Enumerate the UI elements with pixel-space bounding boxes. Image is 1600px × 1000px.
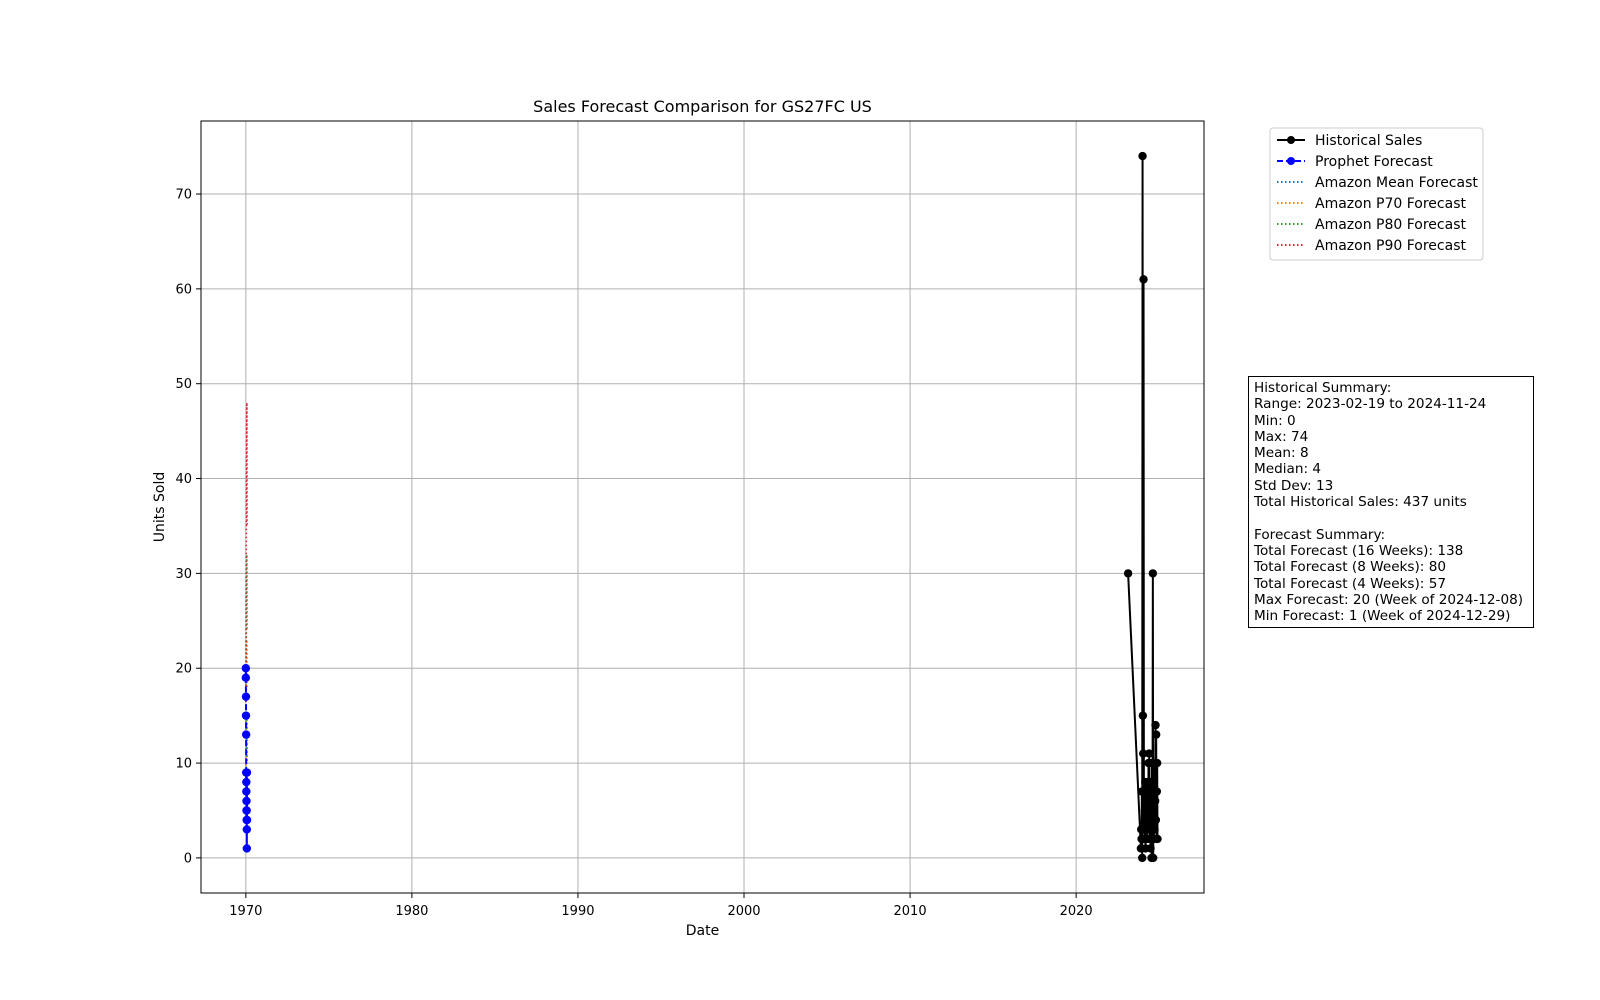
x-axis-title: Date — [686, 923, 719, 939]
data-point — [242, 825, 252, 834]
y-tick-label: 40 — [175, 472, 192, 487]
data-point — [242, 796, 251, 806]
data-point — [1153, 834, 1162, 844]
x-tick-label: 2000 — [727, 904, 760, 919]
legend-marker — [1287, 157, 1295, 165]
data-point — [242, 768, 252, 777]
summary-spacer — [1254, 510, 1528, 526]
summary-line: Forecast Summary: — [1254, 526, 1386, 543]
summary-line: Range: 2023-02-19 to 2024-11-24 — [1254, 396, 1487, 413]
summary-line: Historical Summary: — [1254, 380, 1392, 396]
data-point — [242, 844, 252, 853]
legend-label: Amazon P90 Forecast — [1315, 238, 1466, 254]
y-axis-title: Units Sold — [152, 472, 168, 542]
y-tick-label: 30 — [175, 567, 192, 582]
data-point — [241, 730, 251, 739]
y-tick-label: 0 — [184, 851, 192, 866]
legend-label: Prophet Forecast — [1315, 154, 1433, 170]
series-line — [1127, 156, 1159, 858]
data-point — [1146, 844, 1155, 853]
plot-frame — [200, 120, 1205, 894]
data-point — [242, 787, 251, 796]
legend-label: Amazon Mean Forecast — [1315, 175, 1478, 191]
legend-frame — [1269, 127, 1484, 261]
summary-box: Historical Summary: Range: 2023-02-19 to … — [1248, 376, 1534, 628]
data-point — [241, 692, 251, 701]
y-tick-label: 20 — [175, 662, 192, 677]
summary-line: Min: 0 — [1254, 412, 1296, 429]
data-point — [1152, 758, 1162, 768]
summary-line: Total Historical Sales: 437 units — [1254, 494, 1467, 511]
legend-label: Amazon P70 Forecast — [1315, 196, 1466, 212]
summary-line: Max: 74 — [1254, 428, 1309, 445]
legend-label: Amazon P80 Forecast — [1315, 217, 1466, 233]
x-tick-label: 1980 — [395, 904, 428, 919]
data-point — [1151, 730, 1161, 739]
summary-line: Min Forecast: 1 (Week of 2024-12-29) — [1254, 608, 1511, 625]
data-point — [1151, 720, 1160, 730]
data-point — [1148, 853, 1158, 863]
data-point — [1138, 711, 1148, 720]
data-point — [241, 711, 251, 720]
summary-line: Max Forecast: 20 (Week of 2024-12-08) — [1254, 591, 1524, 608]
y-tick-label: 10 — [175, 757, 192, 772]
data-point — [242, 777, 251, 787]
data-point — [242, 815, 252, 825]
grid — [201, 121, 1204, 893]
summary-line: Mean: 8 — [1254, 445, 1309, 462]
data-point — [1149, 806, 1158, 815]
data-point — [241, 673, 251, 682]
data-point — [1151, 815, 1161, 825]
data-point — [1148, 569, 1158, 578]
data-point — [241, 664, 251, 673]
legend: Historical Sales Prophet Forecast Amazon M… — [1269, 127, 1484, 261]
data-point — [1138, 151, 1147, 161]
data-point — [1123, 569, 1133, 578]
x-tick-label: 1970 — [229, 904, 262, 919]
data-point — [1139, 275, 1148, 284]
chart-title: Sales Forecast Comparison for GS27FC US — [533, 97, 872, 116]
data-point — [1150, 825, 1159, 834]
data-point — [242, 806, 251, 815]
x-tick-label: 2020 — [1060, 904, 1093, 919]
data-point — [1139, 749, 1148, 758]
summary-line: Median: 4 — [1254, 461, 1321, 478]
legend-marker — [1287, 136, 1295, 144]
x-tick-label: 1990 — [561, 904, 594, 919]
axes: 1970 1980 1990 2000 2010 2020 0 10 20 30 40 50 60 70 — [175, 188, 1092, 919]
y-tick-label: 70 — [175, 188, 192, 203]
summary-line: Total Forecast (8 Weeks): 80 — [1254, 559, 1447, 576]
x-tick-label: 2010 — [894, 904, 927, 919]
summary-line: Total Forecast (4 Weeks): 57 — [1254, 575, 1447, 592]
summary-line: Total Forecast (16 Weeks): 138 — [1254, 542, 1464, 559]
legend-label: Historical Sales — [1315, 133, 1422, 149]
y-tick-label: 50 — [175, 377, 192, 392]
data-point — [1145, 777, 1155, 787]
data-point — [1138, 853, 1147, 863]
data-point — [1150, 796, 1160, 806]
data-point — [1145, 749, 1154, 758]
y-tick-label: 60 — [175, 282, 192, 297]
series-line — [245, 402, 248, 707]
series-layer — [241, 151, 1162, 863]
data-point — [1152, 787, 1162, 796]
series-line — [244, 668, 248, 849]
summary-line: Std Dev: 13 — [1254, 477, 1334, 494]
